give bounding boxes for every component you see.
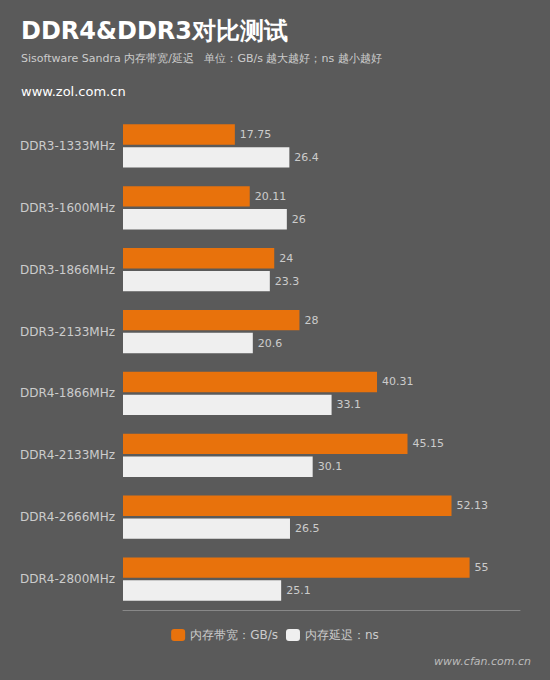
svg-text:DDR4-1866MHz: DDR4-1866MHz xyxy=(20,386,115,400)
svg-text:20.11: 20.11 xyxy=(255,190,287,203)
svg-text:DDR4&DDR3对比测试: DDR4&DDR3对比测试 xyxy=(21,17,288,45)
svg-text:DDR3-1866MHz: DDR3-1866MHz xyxy=(20,263,115,277)
svg-text:DDR4-2800MHz: DDR4-2800MHz xyxy=(20,572,115,586)
svg-text:20.6: 20.6 xyxy=(258,337,283,350)
svg-text:26.4: 26.4 xyxy=(294,151,319,164)
svg-text:33.1: 33.1 xyxy=(337,398,362,411)
svg-text:DDR3-1333MHz: DDR3-1333MHz xyxy=(20,139,115,153)
svg-text:25.1: 25.1 xyxy=(286,584,311,597)
svg-text:内存延迟：ns: 内存延迟：ns xyxy=(305,628,379,642)
svg-text:DDR4-2133MHz: DDR4-2133MHz xyxy=(20,448,115,462)
svg-text:40.31: 40.31 xyxy=(382,375,414,388)
svg-text:DDR3-2133MHz: DDR3-2133MHz xyxy=(20,325,115,339)
svg-text:www.cfan.com.cn: www.cfan.com.cn xyxy=(434,655,531,668)
svg-text:55: 55 xyxy=(475,561,489,574)
svg-text:内存带宽：GB/s: 内存带宽：GB/s xyxy=(190,628,278,642)
svg-text:23.3: 23.3 xyxy=(275,275,300,288)
svg-text:www.zol.com.cn: www.zol.com.cn xyxy=(21,84,126,99)
svg-text:26.5: 26.5 xyxy=(295,522,320,535)
svg-text:26: 26 xyxy=(292,213,306,226)
svg-text:30.1: 30.1 xyxy=(318,460,343,473)
svg-text:52.13: 52.13 xyxy=(457,499,489,512)
svg-text:45.15: 45.15 xyxy=(413,437,445,450)
svg-text:DDR4-2666MHz: DDR4-2666MHz xyxy=(20,510,115,524)
svg-text:Sisoftware Sandra 内存带宽/延迟 单位: Sisoftware Sandra 内存带宽/延迟 单位：GB/s 越大越好；n… xyxy=(21,52,382,65)
svg-text:24: 24 xyxy=(279,252,293,265)
svg-text:17.75: 17.75 xyxy=(240,128,272,141)
svg-text:DDR3-1600MHz: DDR3-1600MHz xyxy=(20,201,115,215)
svg-text:28: 28 xyxy=(304,314,318,327)
